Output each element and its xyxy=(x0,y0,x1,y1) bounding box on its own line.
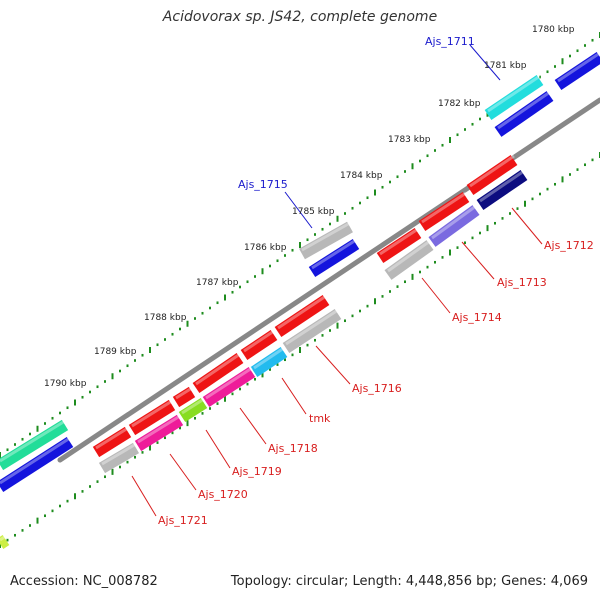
gene-feature[interactable] xyxy=(250,347,288,377)
gene-feature-highlight xyxy=(205,366,253,400)
gene-feature-highlight xyxy=(137,414,181,444)
gene-feature-highlight xyxy=(479,169,525,203)
scale-label: 1785 kbp xyxy=(292,207,335,217)
gene-feature-highlight xyxy=(95,426,129,450)
gene-label[interactable]: Ajs_1715 xyxy=(238,178,288,191)
label-leaders xyxy=(131,44,543,517)
gene-feature[interactable] xyxy=(282,308,342,354)
gene-feature-highlight xyxy=(379,227,419,256)
gene-features[interactable] xyxy=(0,51,600,549)
gene-feature[interactable] xyxy=(0,535,10,549)
gene-feature-highlight xyxy=(243,329,275,353)
gene-label[interactable]: Ajs_1720 xyxy=(198,488,248,501)
gene-label-leader xyxy=(131,475,157,517)
gene-feature-highlight xyxy=(195,352,241,386)
scale-label: 1783 kbp xyxy=(388,135,431,145)
scale-ticks xyxy=(0,32,600,548)
scale-label: 1786 kbp xyxy=(244,243,287,253)
gene-feature[interactable] xyxy=(428,205,480,247)
gene-feature-highlight xyxy=(0,436,71,485)
gene-feature[interactable] xyxy=(92,426,132,458)
gene-feature-highlight xyxy=(469,154,515,188)
gene-label-leader xyxy=(239,407,267,445)
gene-label-leader xyxy=(284,191,313,229)
gene-feature-highlight xyxy=(253,346,285,370)
scale-label: 1782 kbp xyxy=(438,99,481,109)
scale-label: 1787 kbp xyxy=(196,278,239,288)
scale-label: 1784 kbp xyxy=(340,171,383,181)
gene-feature[interactable] xyxy=(0,436,74,493)
gene-label[interactable]: Ajs_1721 xyxy=(158,514,208,527)
gene-label[interactable]: Ajs_1712 xyxy=(544,239,594,252)
gene-feature-highlight xyxy=(421,191,467,224)
gene-feature[interactable] xyxy=(172,386,196,408)
gene-label[interactable]: Ajs_1716 xyxy=(352,382,402,395)
gene-feature[interactable] xyxy=(554,52,600,90)
gene-feature-highlight xyxy=(285,308,339,346)
gene-feature[interactable] xyxy=(98,442,140,474)
gene-feature[interactable] xyxy=(178,397,208,423)
gene-feature[interactable] xyxy=(308,238,360,278)
gene-label[interactable]: Ajs_1718 xyxy=(268,442,318,455)
gene-feature-highlight xyxy=(387,239,431,273)
gene-label[interactable]: tmk xyxy=(309,412,331,425)
gene-feature-highlight xyxy=(101,442,137,466)
gene-feature-highlight xyxy=(0,419,66,463)
gene-feature[interactable] xyxy=(384,240,434,280)
gene-label-leader xyxy=(281,377,307,415)
gene-feature-highlight xyxy=(497,90,551,130)
gene-feature[interactable] xyxy=(484,75,544,120)
gene-label-leader xyxy=(315,345,351,385)
scale-labels: 1780 kbp 1781 kbp 1782 kbp 1783 kbp 1784 kbp… xyxy=(44,25,575,389)
gene-label-leader xyxy=(169,453,197,491)
gene-feature[interactable] xyxy=(0,419,69,471)
gene-feature-highlight xyxy=(487,74,541,113)
genome-summary-text: Topology: circular; Length: 4,448,856 bp… xyxy=(230,574,588,589)
gene-label[interactable]: Ajs_1719 xyxy=(232,465,282,478)
gene-labels[interactable]: Ajs_1711 Ajs_1715 Ajs_1712 Ajs_1713 Ajs_1714… xyxy=(158,35,594,527)
gene-feature-highlight xyxy=(0,534,7,542)
scale-label: 1781 kbp xyxy=(484,61,527,71)
scale-label: 1788 kbp xyxy=(144,313,187,323)
gene-feature[interactable] xyxy=(494,91,554,137)
gene-feature-highlight xyxy=(557,51,600,83)
gene-feature[interactable] xyxy=(476,170,528,210)
gene-feature-highlight xyxy=(277,294,327,330)
gene-feature[interactable] xyxy=(192,353,244,393)
gene-feature[interactable] xyxy=(418,191,470,232)
gene-feature-highlight xyxy=(181,397,205,415)
gene-feature[interactable] xyxy=(202,366,256,408)
gene-label[interactable]: Ajs_1713 xyxy=(497,276,547,289)
gene-feature[interactable] xyxy=(376,227,422,264)
gene-feature[interactable] xyxy=(274,295,330,337)
gene-label-leader xyxy=(461,241,495,280)
genome-title: Acidovorax sp. JS42, complete genome xyxy=(162,9,438,25)
accession-text: Accession: NC_008782 xyxy=(10,574,158,589)
gene-feature[interactable] xyxy=(299,221,353,260)
gene-label-leader xyxy=(469,44,501,81)
scale-label: 1780 kbp xyxy=(532,25,575,35)
gene-label[interactable]: Ajs_1714 xyxy=(452,311,502,324)
gene-label[interactable]: Ajs_1711 xyxy=(425,35,475,48)
gene-label-leader xyxy=(421,277,451,314)
gene-label-leader xyxy=(511,207,543,245)
gene-feature-highlight xyxy=(175,386,193,400)
gene-feature-highlight xyxy=(431,204,477,240)
gene-feature[interactable] xyxy=(240,330,278,360)
scale-label: 1790 kbp xyxy=(44,379,87,389)
gene-feature-highlight xyxy=(301,221,351,252)
scale-label: 1789 kbp xyxy=(94,347,137,357)
gene-feature-highlight xyxy=(311,238,357,270)
gene-label-leader xyxy=(205,429,231,469)
gene-feature[interactable] xyxy=(134,414,184,452)
gene-feature[interactable] xyxy=(128,399,176,436)
gene-feature-highlight xyxy=(131,399,173,428)
gene-feature[interactable] xyxy=(466,155,518,195)
